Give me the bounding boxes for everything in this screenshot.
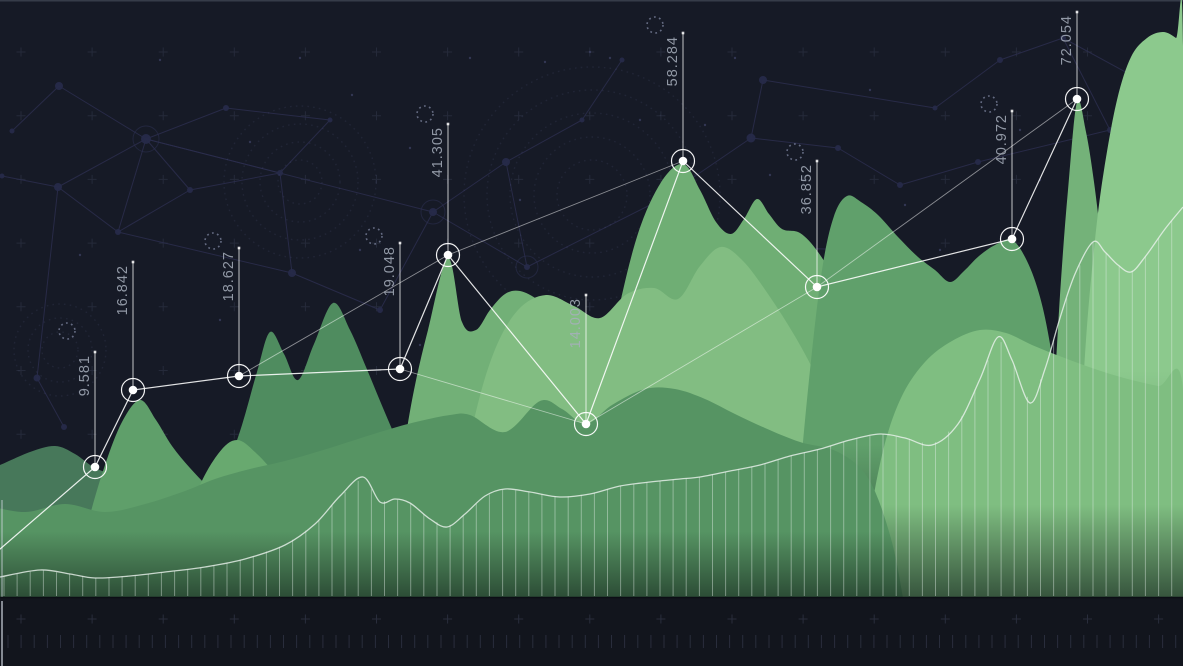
data-point-ring	[1064, 86, 1090, 112]
data-point-ring	[387, 356, 413, 382]
sun-icon	[365, 227, 383, 245]
sun-icon	[786, 143, 804, 161]
data-point-14.003[interactable]: 14.003	[568, 293, 599, 437]
data-point-dot	[128, 385, 138, 395]
data-point-ring	[226, 363, 252, 389]
data-point-ring	[670, 148, 696, 174]
markers-and-labels: 9.581 16.842 18.627 19.048 41.305 14.003 58.28…	[77, 10, 1090, 480]
data-point-dot	[1072, 94, 1082, 104]
data-point-label: 14.003	[568, 298, 584, 348]
data-point-dot	[581, 419, 591, 429]
data-point-72.054[interactable]: 72.054	[1059, 10, 1090, 112]
data-point-ring	[120, 377, 146, 403]
data-point-ring	[999, 226, 1025, 252]
constellation-layer	[0, 16, 1158, 430]
data-point-label: 9.581	[77, 355, 93, 396]
stem-top-dot	[446, 122, 450, 126]
data-series-lines	[0, 98, 1078, 550]
data-point-dot	[678, 156, 688, 166]
dotted-sun-icons	[58, 16, 998, 340]
stem-top-dot	[681, 31, 685, 35]
sun-icon	[204, 232, 222, 250]
area-layer-foreground-mass	[0, 387, 912, 666]
data-point-19.048[interactable]: 19.048	[382, 241, 413, 382]
sun-icon	[58, 322, 76, 340]
footer-band	[0, 597, 1183, 666]
data-point-label: 19.048	[382, 246, 398, 296]
data-point-ring	[573, 411, 599, 437]
comb-bar-lines	[3, 220, 1173, 596]
stem-top-dot	[584, 293, 588, 297]
dotted-spiral-decor	[13, 66, 721, 397]
data-point-label: 72.054	[1059, 15, 1075, 65]
comb-bars-layer	[0, 206, 1183, 666]
comb-envelope-curve	[0, 206, 1183, 579]
data-point-40.972[interactable]: 40.972	[994, 109, 1025, 252]
constellation-edges	[1, 37, 1156, 428]
footer-plus-row	[16, 614, 1164, 624]
sun-icon	[416, 105, 434, 123]
data-point-label: 58.284	[665, 36, 681, 86]
data-point-18.627[interactable]: 18.627	[221, 246, 252, 389]
data-point-ring	[435, 242, 461, 268]
data-point-36.852[interactable]: 36.852	[799, 159, 830, 300]
data-point-label: 16.842	[115, 265, 131, 315]
stem-top-dot	[815, 159, 819, 163]
footer-tick-row	[7, 635, 1177, 648]
stem-top-dot	[1075, 10, 1079, 14]
data-point-9.581[interactable]: 9.581	[77, 350, 108, 480]
stem-top-dot	[93, 350, 97, 354]
data-point-dot	[812, 282, 822, 292]
sun-icon	[646, 16, 664, 34]
sun-icon	[980, 95, 998, 113]
data-point-label: 18.627	[221, 251, 237, 301]
star-dots	[78, 50, 1142, 347]
stem-top-dot	[237, 246, 241, 250]
data-point-dot	[443, 250, 453, 260]
area-layer-right-front-light	[852, 329, 1183, 666]
data-point-dot	[1007, 234, 1017, 244]
data-point-58.284[interactable]: 58.284	[665, 31, 696, 174]
stem-top-dot	[398, 241, 402, 245]
skip-connector-lines	[238, 98, 1078, 425]
footer-axis	[0, 596, 1183, 666]
data-point-dot	[395, 364, 405, 374]
stem-top-dot	[1010, 109, 1014, 113]
data-point-ring	[82, 454, 108, 480]
data-point-ring	[804, 274, 830, 300]
data-point-dot	[234, 371, 244, 381]
data-point-41.305[interactable]: 41.305	[430, 122, 461, 268]
data-point-dot	[90, 462, 100, 472]
data-point-label: 41.305	[430, 127, 446, 177]
data-point-label: 40.972	[994, 114, 1010, 164]
data-point-label: 36.852	[799, 164, 815, 214]
data-point-16.842[interactable]: 16.842	[115, 260, 146, 403]
stem-top-dot	[131, 260, 135, 264]
